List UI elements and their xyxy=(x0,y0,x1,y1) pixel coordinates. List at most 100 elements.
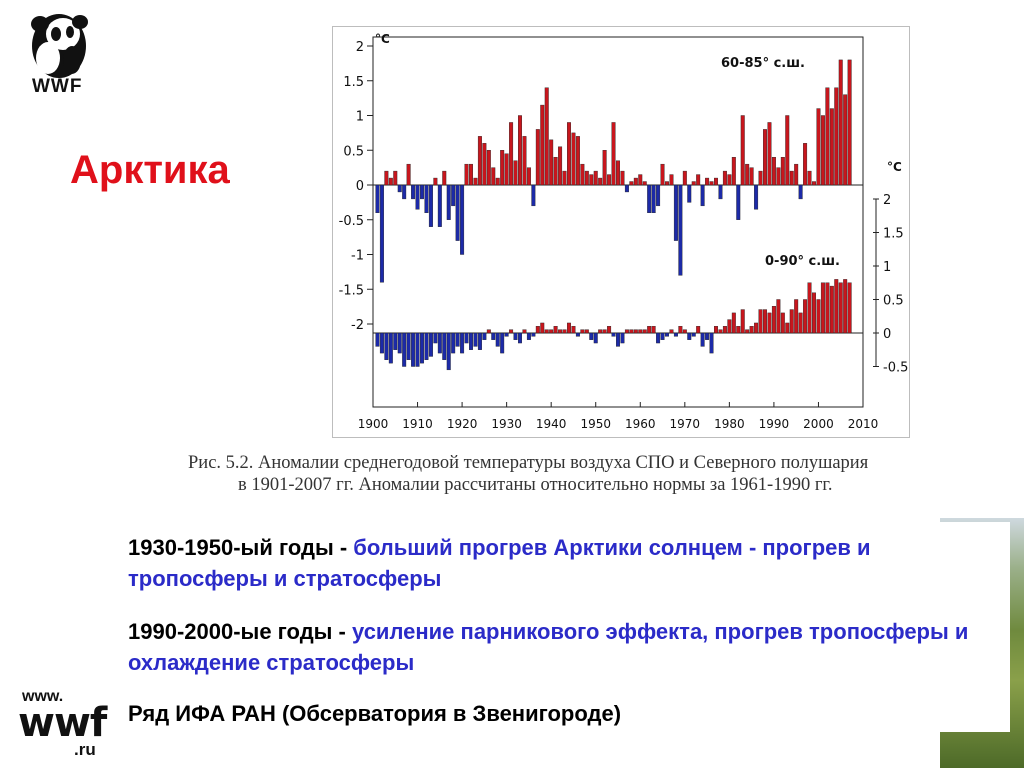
top-bar-1950 xyxy=(593,170,598,186)
top-bar-1913 xyxy=(428,184,433,227)
bottom-bar-1949 xyxy=(589,332,594,340)
bottom-bar-1997 xyxy=(803,299,808,334)
top-bar-1964 xyxy=(656,184,661,207)
top-bar-1918 xyxy=(451,184,456,207)
top-bar-1984 xyxy=(745,163,750,186)
bottom-bar-1998 xyxy=(807,282,812,334)
bottom-bar-1914 xyxy=(433,332,438,344)
bottom-bar-1944 xyxy=(567,322,571,334)
x-tick-label: 1930 xyxy=(491,417,522,431)
bottom-bar-1913 xyxy=(428,332,433,357)
bottom-bar-1948 xyxy=(584,329,589,334)
bottom-bar-1961 xyxy=(642,329,647,334)
bottom-bar-1928 xyxy=(495,332,500,347)
bottom-bar-1976 xyxy=(709,332,714,354)
bottom-bar-1941 xyxy=(553,326,558,334)
bottom-bar-1978 xyxy=(718,329,723,334)
top-bar-1937 xyxy=(535,129,540,186)
top-bar-1988 xyxy=(763,129,767,186)
top-bar-1954 xyxy=(611,122,616,186)
bottom-bar-1988 xyxy=(763,309,767,334)
top-bar-1905 xyxy=(393,170,398,186)
top-bar-1903 xyxy=(384,170,389,186)
top-bar-1912 xyxy=(424,184,429,213)
top-bar-1961 xyxy=(642,181,647,186)
paragraph-1-lead: 1930-1950-ый годы - xyxy=(128,535,354,560)
bottom-bar-1970 xyxy=(682,329,687,334)
top-bar-1989 xyxy=(767,122,772,186)
top-bar-1941 xyxy=(553,156,558,186)
top-bar-1979 xyxy=(722,170,727,186)
bottom-bar-1974 xyxy=(700,332,705,347)
top-bar-2002 xyxy=(825,87,830,186)
top-bar-1916 xyxy=(442,170,447,186)
bottom-bar-1963 xyxy=(651,326,656,334)
top-bar-1952 xyxy=(602,150,607,186)
top-bar-1992 xyxy=(780,156,785,186)
top-bar-1923 xyxy=(473,177,478,186)
top-bar-1938 xyxy=(540,104,545,186)
bottom-bar-1909 xyxy=(411,332,416,367)
top-bar-1997 xyxy=(803,143,808,186)
top-bar-1980 xyxy=(727,174,732,186)
top-bar-1976 xyxy=(709,181,714,186)
bottom-bar-1931 xyxy=(509,329,514,334)
x-tick-label: 1940 xyxy=(536,417,567,431)
x-tick-label: 1980 xyxy=(714,417,745,431)
top-bar-1969 xyxy=(678,184,683,276)
top-bar-1944 xyxy=(567,122,571,186)
bottom-bar-1984 xyxy=(745,329,750,334)
top-bar-1999 xyxy=(812,181,816,186)
bottom-bar-1953 xyxy=(607,326,612,334)
bottom-bar-1969 xyxy=(678,326,683,334)
left-tick-label: -0.5 xyxy=(339,214,364,229)
bottom-bar-2007 xyxy=(847,282,852,334)
paragraph-3-lead: Ряд ИФА РАН (Обсерватория в Звенигороде) xyxy=(128,701,622,726)
bottom-bar-1924 xyxy=(477,332,482,350)
bottom-bar-1904 xyxy=(388,332,393,364)
top-bar-1932 xyxy=(513,160,518,186)
top-bar-1975 xyxy=(705,177,710,186)
bottom-bar-1923 xyxy=(473,332,478,347)
bottom-bar-1926 xyxy=(486,329,491,334)
bottom-bar-1950 xyxy=(593,332,598,344)
top-bar-1974 xyxy=(700,184,705,207)
right-tick-label: 0.5 xyxy=(883,294,904,309)
unit-right: °C xyxy=(887,160,902,174)
top-bar-1906 xyxy=(397,184,402,193)
top-bar-1996 xyxy=(798,184,803,200)
bottom-bar-1954 xyxy=(611,332,616,337)
bottom-bar-1957 xyxy=(624,329,629,334)
top-bar-1991 xyxy=(776,167,781,186)
bottom-bar-1911 xyxy=(420,332,424,364)
x-tick-label: 1970 xyxy=(670,417,701,431)
bottom-bar-1995 xyxy=(794,299,799,334)
wwf-panda-logo: WWF xyxy=(26,10,92,102)
top-bar-1914 xyxy=(433,177,438,186)
bottom-bar-1946 xyxy=(575,332,580,337)
bottom-bar-1929 xyxy=(500,332,505,354)
right-tick-label: 2 xyxy=(883,193,891,208)
top-bar-1939 xyxy=(544,87,549,186)
bottom-bar-1982 xyxy=(736,326,741,334)
bottom-bar-1942 xyxy=(558,329,563,334)
top-bar-1998 xyxy=(807,170,812,186)
bottom-bar-2004 xyxy=(834,279,839,334)
bottom-bar-1922 xyxy=(469,332,473,350)
x-tick-label: 1960 xyxy=(625,417,656,431)
bottom-bar-1918 xyxy=(451,332,456,354)
bottom-bar-1935 xyxy=(526,332,531,340)
bottom-bar-1936 xyxy=(531,332,536,337)
bottom-bar-1907 xyxy=(402,332,407,367)
top-bar-1977 xyxy=(714,177,718,186)
top-bar-2006 xyxy=(843,94,848,186)
top-bar-1956 xyxy=(620,170,625,186)
plot-border xyxy=(372,36,864,408)
chart-frame xyxy=(372,36,864,408)
bottom-bar-1958 xyxy=(629,329,634,334)
top-bar-1915 xyxy=(437,184,442,227)
bottom-bar-1960 xyxy=(638,329,643,334)
left-tick-label: -1.5 xyxy=(339,283,364,298)
right-tick-label: 1.5 xyxy=(883,227,904,242)
top-bar-1917 xyxy=(446,184,451,220)
